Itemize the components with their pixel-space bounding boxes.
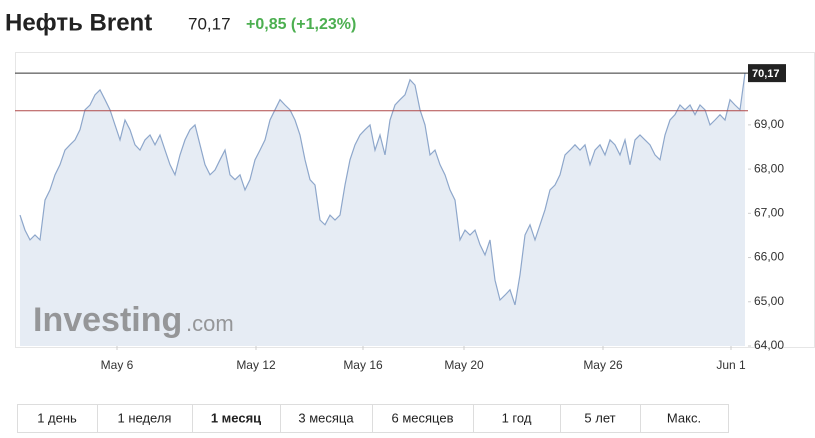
tab-label[interactable]: 1 день <box>37 410 77 425</box>
tab-label[interactable]: 5 лет <box>584 410 615 425</box>
tab-label[interactable]: 3 месяца <box>298 410 354 425</box>
price: 70,17 <box>188 14 231 33</box>
tab[interactable]: 1 день <box>37 410 77 425</box>
watermark-suffix: .com <box>186 311 234 336</box>
y-tick-label: 69,00 <box>754 117 784 131</box>
y-tick-label: 64,00 <box>754 338 784 352</box>
y-tick-label: 66,00 <box>754 250 784 264</box>
tab-label[interactable]: 1 год <box>502 410 532 425</box>
tab-label[interactable]: Макс. <box>667 410 701 425</box>
title: Нефть Brent <box>5 9 152 36</box>
y-tick-label: 68,00 <box>754 161 784 175</box>
tab[interactable]: Макс. <box>640 405 702 432</box>
tab-label[interactable]: 6 месяцев <box>392 410 454 425</box>
watermark: Investing <box>33 301 182 339</box>
x-tick-label: Jun 1 <box>716 358 746 372</box>
y-tick-label: 67,00 <box>754 205 784 219</box>
area <box>20 73 745 346</box>
tab-label[interactable]: 1 неделя <box>118 410 172 425</box>
x-tick-label: May 20 <box>444 358 484 372</box>
x-tick-label: May 6 <box>101 358 134 372</box>
tab[interactable]: 3 месяца <box>280 405 355 432</box>
price-line <box>19 73 746 306</box>
tab[interactable]: 1 месяц <box>192 405 262 432</box>
tab[interactable]: 1 неделя <box>97 405 172 432</box>
x-tick-label: May 16 <box>343 358 383 372</box>
last-price-box <box>748 64 786 83</box>
change: +0,85 (+1,23%) <box>246 16 356 33</box>
tab-label[interactable]: 1 месяц <box>211 410 261 425</box>
x-tick-label: May 12 <box>236 358 276 372</box>
y-tick-label: 65,00 <box>754 294 784 308</box>
x-tick-label: May 26 <box>583 358 623 372</box>
last-price-label: 70,17 <box>752 68 780 80</box>
tab[interactable]: 6 месяцев <box>372 405 454 432</box>
tab[interactable]: 5 лет <box>560 405 616 432</box>
tab[interactable]: 1 год <box>473 405 532 432</box>
